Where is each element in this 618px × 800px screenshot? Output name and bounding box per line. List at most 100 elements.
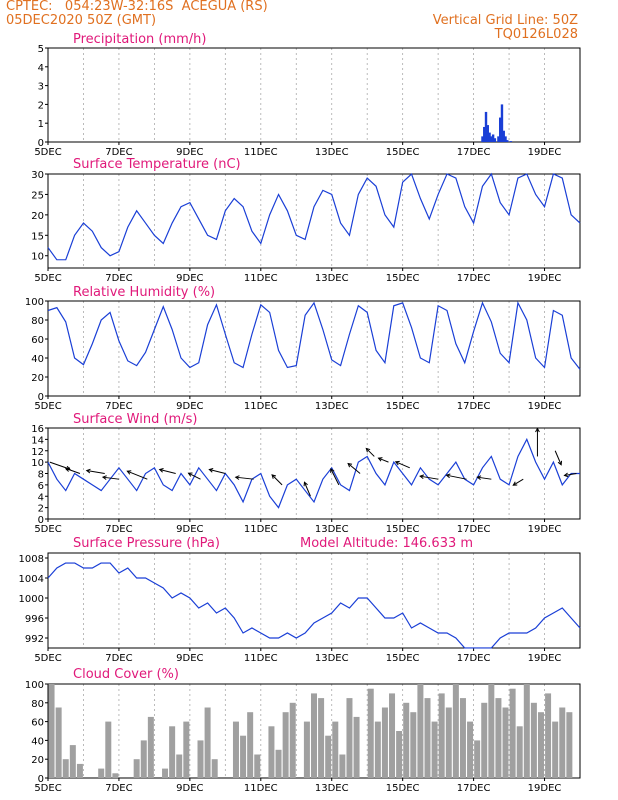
wind-arrow-head xyxy=(330,467,335,473)
bar xyxy=(403,702,410,778)
wind-arrow xyxy=(564,473,577,476)
bar xyxy=(353,716,360,778)
x-tick-label: 19DEC xyxy=(528,147,562,158)
bar xyxy=(474,740,481,778)
bar xyxy=(493,138,497,142)
bar xyxy=(523,684,530,778)
x-tick-label: 5DEC xyxy=(34,147,61,158)
wind-arrow xyxy=(209,469,226,474)
bar xyxy=(133,759,140,778)
bar xyxy=(566,712,573,778)
bar xyxy=(169,726,176,778)
bar xyxy=(48,684,55,778)
panel-title: Precipitation (mm/h) xyxy=(73,32,206,47)
bar xyxy=(275,749,282,778)
bar xyxy=(497,136,500,142)
x-tick-label: 15DEC xyxy=(386,147,420,158)
bar xyxy=(147,716,154,778)
y-tick-label: 20 xyxy=(31,211,44,222)
x-tick-label: 7DEC xyxy=(105,783,132,794)
wind-arrow-head xyxy=(535,427,540,433)
bar xyxy=(530,702,537,778)
y-tick-label: 25 xyxy=(31,190,44,201)
bar xyxy=(232,721,239,778)
wind-arrow-head xyxy=(187,472,193,477)
wind-arrow-head xyxy=(85,468,91,474)
x-tick-label: 13DEC xyxy=(315,653,349,664)
x-tick-label: 15DEC xyxy=(386,524,420,535)
x-tick-label: 11DEC xyxy=(244,147,278,158)
y-tick-label: 1008 xyxy=(19,554,44,565)
bar xyxy=(552,721,559,778)
wind-arrow-head xyxy=(208,468,214,473)
bar xyxy=(445,707,452,778)
bar xyxy=(490,136,493,142)
x-tick-label: 19DEC xyxy=(528,401,562,412)
bar xyxy=(211,759,218,778)
wind-arrow xyxy=(188,472,201,480)
bar xyxy=(339,754,346,778)
wind-arrow xyxy=(102,476,119,480)
wind-arrow xyxy=(303,482,311,497)
bar xyxy=(289,702,296,778)
wind-arrow-head xyxy=(271,474,277,479)
wind-arrow-head xyxy=(64,467,70,472)
bar xyxy=(509,688,516,778)
bar xyxy=(140,740,147,778)
x-tick-label: 13DEC xyxy=(315,147,349,158)
panel-title: Surface Wind (m/s) xyxy=(73,412,197,427)
y-tick-label: 100 xyxy=(25,297,44,308)
y-tick-label: 996 xyxy=(25,614,44,625)
bar xyxy=(69,745,76,778)
bar xyxy=(504,136,507,142)
wind-arrow xyxy=(378,457,389,463)
bar xyxy=(325,735,332,778)
bar xyxy=(516,726,523,778)
bar xyxy=(346,698,353,778)
x-tick-label: 11DEC xyxy=(244,524,278,535)
x-tick-label: 7DEC xyxy=(105,273,132,284)
panel-title: Surface Temperature (nC) xyxy=(73,157,241,172)
wind-arrow xyxy=(159,469,176,474)
panel-title: Relative Humidity (%) xyxy=(73,285,215,300)
y-tick-label: 30 xyxy=(31,170,44,181)
series-line xyxy=(48,563,580,648)
x-tick-label: 11DEC xyxy=(244,783,278,794)
wind-arrow-head xyxy=(377,457,383,462)
x-tick-label: 17DEC xyxy=(457,273,491,284)
x-tick-label: 17DEC xyxy=(457,783,491,794)
x-tick-label: 9DEC xyxy=(176,783,203,794)
bar xyxy=(486,125,489,142)
x-tick-label: 13DEC xyxy=(315,273,349,284)
y-tick-label: 5 xyxy=(38,44,44,55)
wind-arrow xyxy=(127,470,148,480)
panel-frame xyxy=(47,47,581,143)
y-tick-label: 20 xyxy=(31,373,44,384)
x-tick-label: 17DEC xyxy=(457,653,491,664)
x-tick-label: 15DEC xyxy=(386,401,420,412)
y-tick-label: 3 xyxy=(38,82,44,93)
bar xyxy=(502,707,509,778)
x-tick-label: 7DEC xyxy=(105,401,132,412)
wind-arrow xyxy=(365,448,375,457)
bar xyxy=(55,707,62,778)
x-tick-label: 9DEC xyxy=(176,147,203,158)
y-tick-label: 1 xyxy=(38,119,44,130)
x-tick-label: 17DEC xyxy=(457,401,491,412)
wind-arrow-head xyxy=(365,447,371,453)
y-tick-label: 0 xyxy=(38,392,44,403)
x-tick-label: 13DEC xyxy=(315,401,349,412)
bar xyxy=(381,707,388,778)
bar xyxy=(467,721,474,778)
x-tick-label: 17DEC xyxy=(457,524,491,535)
bar xyxy=(367,688,374,778)
y-tick-label: 4 xyxy=(38,492,44,503)
panel-1: 0 1 2 3 4 5 5DEC 7DEC 9DEC 11DEC 13DEC 15DEC 17DEC 19… xyxy=(34,32,581,158)
bar xyxy=(311,693,317,778)
bar xyxy=(112,773,119,778)
x-tick-label: 15DEC xyxy=(386,273,420,284)
wind-arrow-head xyxy=(101,475,107,480)
bar xyxy=(374,721,381,778)
bar xyxy=(254,754,261,778)
